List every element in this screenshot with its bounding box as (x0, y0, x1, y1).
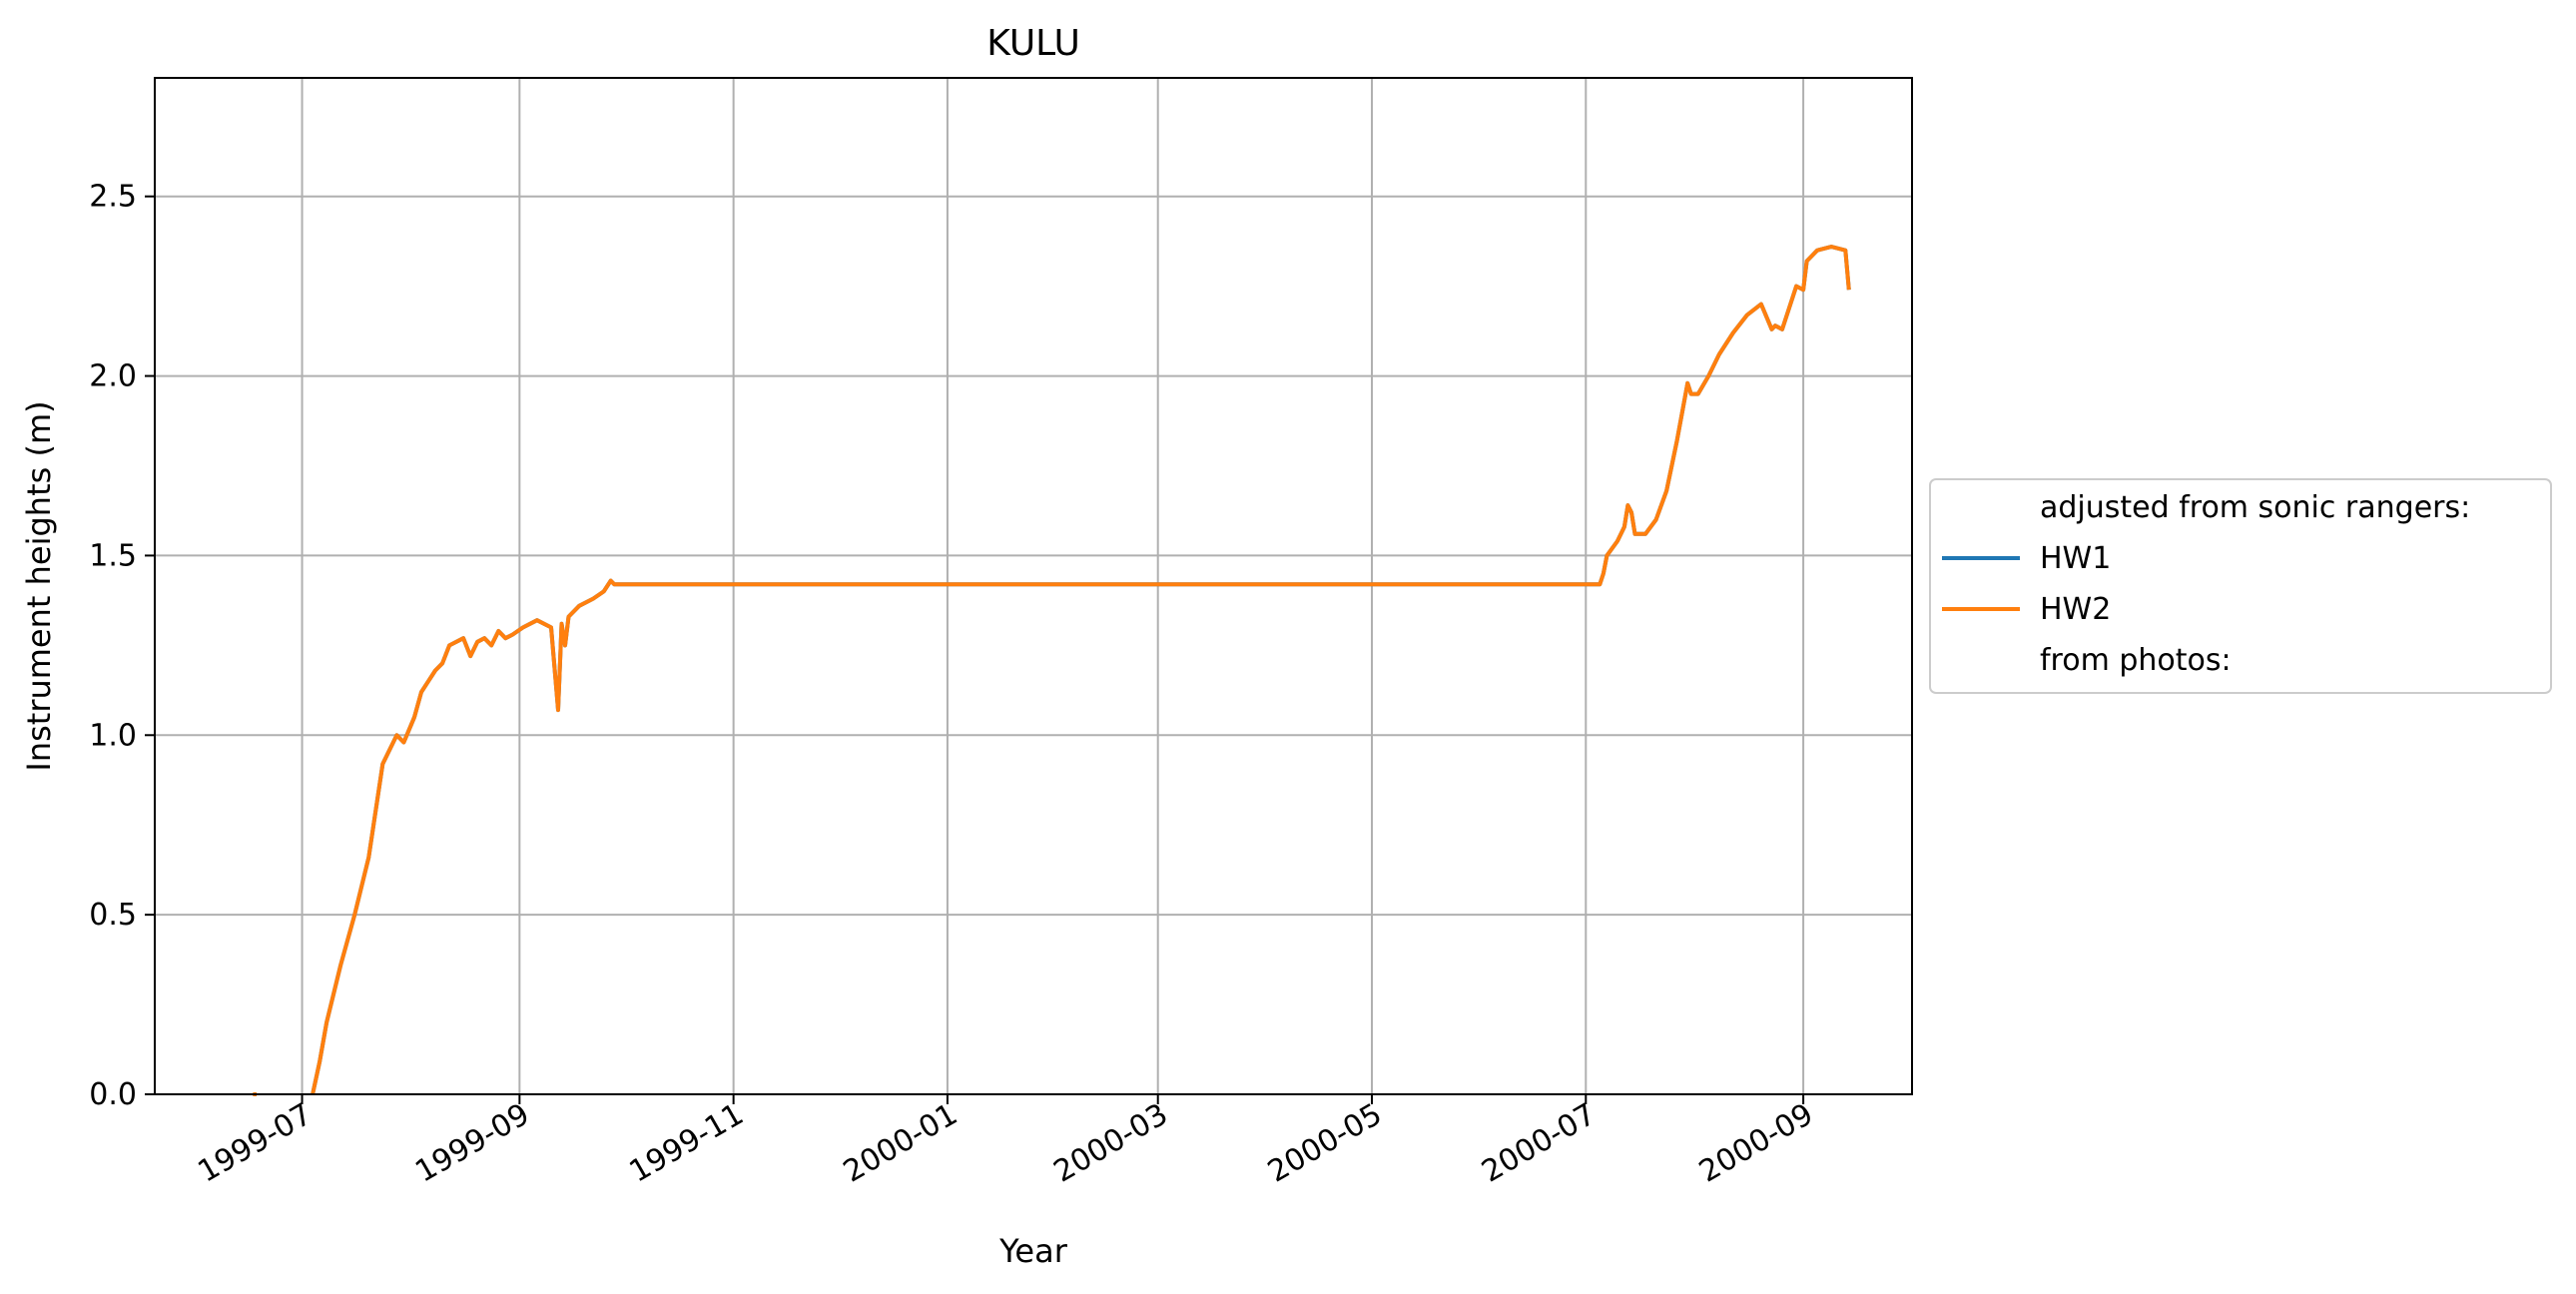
legend-label: HW2 (2040, 592, 2111, 627)
legend-label: from photos: (2040, 643, 2232, 678)
plot-frame (154, 77, 1913, 1095)
x-tick-label: 2000-03 (1048, 1097, 1174, 1190)
y-tick-label: 0.5 (89, 898, 137, 933)
legend-box (1929, 478, 2552, 694)
y-axis: 0.0 0.5 1.0 1.5 2.0 2.5 (89, 180, 155, 1112)
x-tick-label: 1999-07 (192, 1097, 318, 1190)
series-layer (253, 245, 1851, 1096)
x-tick-label: 2000-05 (1262, 1097, 1388, 1190)
series-line-hw1 (253, 245, 1851, 1096)
x-axis: 1999-07 1999-09 1999-11 2000-01 2000-03 2000-… (192, 1094, 1819, 1190)
y-axis-label: Instrument heights (m) (20, 400, 58, 771)
series-line-hw2 (253, 245, 1851, 1096)
y-tick-label: 0.0 (89, 1077, 137, 1112)
legend-label: adjusted from sonic rangers: (2040, 490, 2470, 525)
y-tick-label: 2.0 (89, 359, 137, 394)
legend: adjusted from sonic rangers: HW1 HW2 from p… (1929, 478, 2552, 694)
y-tick-label: 2.5 (89, 180, 137, 215)
y-tick-label: 1.0 (89, 718, 137, 753)
y-tick-label: 1.5 (89, 538, 137, 573)
x-tick-label: 2000-01 (838, 1097, 964, 1190)
x-tick-label: 2000-07 (1476, 1097, 1602, 1190)
legend-label: HW1 (2040, 541, 2111, 576)
chart-title: KULU (986, 23, 1080, 64)
x-tick-label: 1999-09 (409, 1097, 535, 1190)
x-axis-label: Year (998, 1232, 1068, 1270)
x-tick-label: 2000-09 (1693, 1097, 1819, 1190)
x-tick-label: 1999-11 (624, 1097, 750, 1190)
